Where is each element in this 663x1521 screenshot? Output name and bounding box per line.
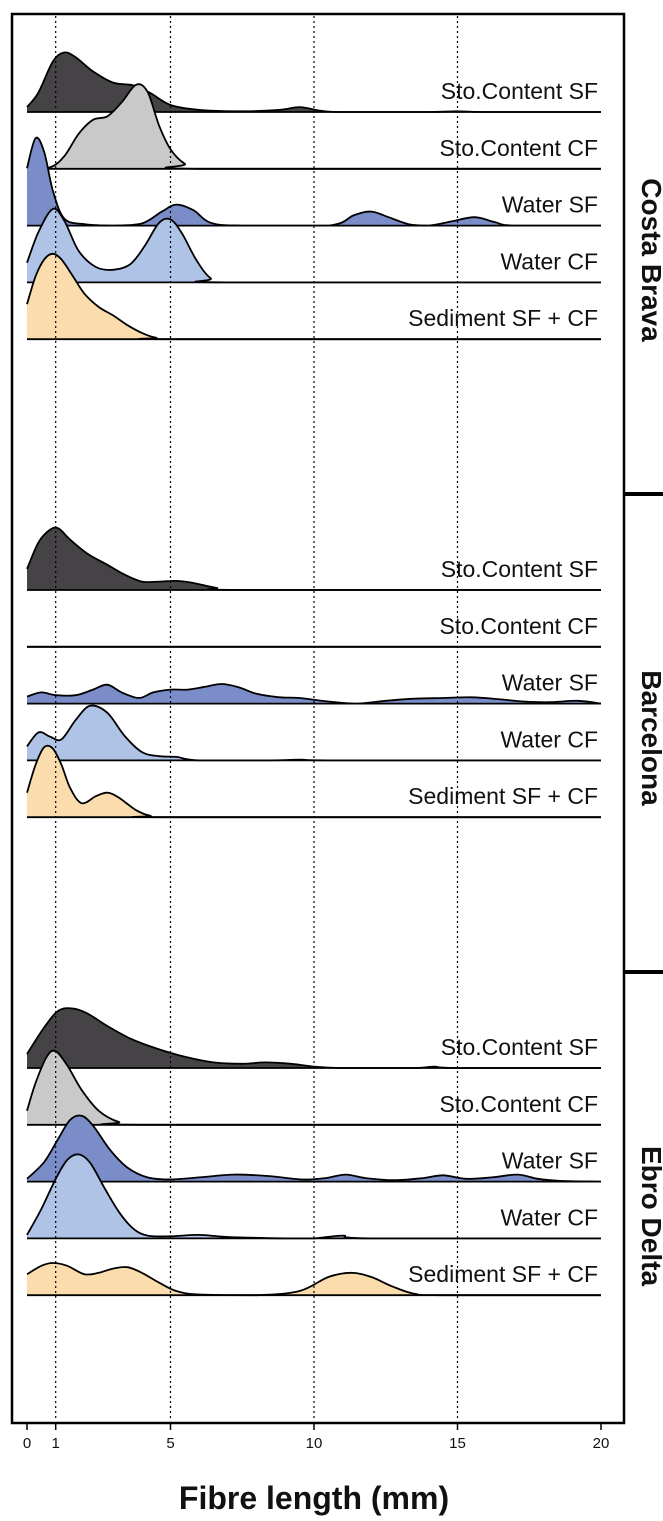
density-area-sediment-sf-cf <box>27 745 601 818</box>
density-area-sediment-sf-cf <box>27 1263 601 1296</box>
x-tick-label: 0 <box>23 1435 31 1452</box>
density-area-sto-content-sf <box>27 527 601 590</box>
ridge-label: Sediment SF + CF <box>408 1261 598 1287</box>
plot-area: Sto.Content SF Sto.Content CF Water SF Wate… <box>10 12 663 1516</box>
density-area-sediment-sf-cf <box>27 253 601 340</box>
x-tick-label: 20 <box>593 1435 610 1452</box>
density-area-sto-content-cf <box>27 84 601 169</box>
density-area-water-sf <box>27 683 601 704</box>
ridge-label: Sto.Content SF <box>441 1034 598 1060</box>
ridge-label: Water SF <box>502 1148 598 1174</box>
ridge-label: Water CF <box>500 726 598 752</box>
ridge-label: Water CF <box>500 1204 598 1230</box>
x-tick-label: 15 <box>449 1435 466 1452</box>
density-curve-water-sf <box>26 683 602 705</box>
ridge-label: Water CF <box>500 248 598 274</box>
ridge-label: Water SF <box>502 192 598 218</box>
ridge-label: Sto.Content CF <box>439 1091 598 1117</box>
density-area-sto-content-sf <box>27 52 601 112</box>
x-tick-label: 10 <box>306 1435 323 1452</box>
panel-barcelona: Sto.Content SF Sto.Content CF Water SF Wate… <box>26 526 602 819</box>
ridge-label: Sediment SF + CF <box>408 305 598 331</box>
ridge-label: Sediment SF + CF <box>408 783 598 809</box>
panel-strip-label: Barcelona <box>636 670 663 806</box>
density-curve-water-cf <box>26 1153 601 1240</box>
ridge-label: Sto.Content CF <box>439 135 598 161</box>
x-tick-label: 1 <box>52 1435 60 1452</box>
density-area-water-cf <box>27 1154 601 1239</box>
ridge-label: Sto.Content SF <box>441 556 598 582</box>
density-area-water-cf <box>27 705 601 761</box>
plot-frame <box>10 12 626 1425</box>
ridge-label: Sto.Content CF <box>439 613 598 639</box>
panel-strip-label: Ebro Delta <box>636 1146 663 1286</box>
density-curve-sediment-sf-cf <box>26 1262 601 1297</box>
ridge-label: Sto.Content SF <box>441 78 598 104</box>
ridge-label: Water SF <box>502 670 598 696</box>
x-tick-label: 5 <box>166 1435 174 1452</box>
density-curve-water-sf <box>26 1114 602 1183</box>
x-axis-title: Fibre length (mm) <box>179 1480 449 1516</box>
panel-strip-label: Costa Brava <box>636 178 663 342</box>
